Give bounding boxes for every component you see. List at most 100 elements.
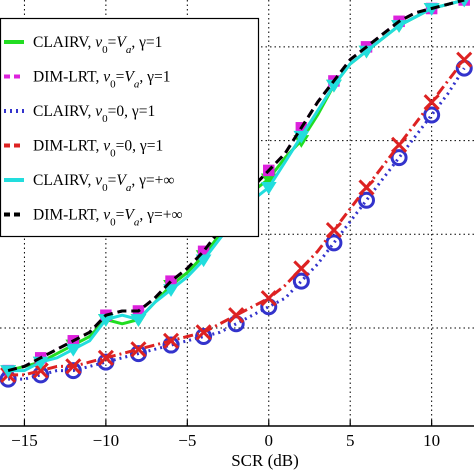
legend-entry-6: DIM-LRT, v0=Va, γ=+∞: [4, 207, 183, 229]
legend-label-part: v: [103, 69, 110, 86]
legend-label-part: 0: [102, 182, 108, 194]
legend-label-part: v: [95, 34, 102, 51]
marker-x: [391, 136, 408, 153]
marker-x-stroke: [97, 349, 114, 366]
marker-triangle: [260, 182, 277, 195]
marker-x-stroke: [391, 136, 408, 153]
x-tick-label: −15: [11, 431, 38, 450]
legend-label-part: =: [108, 34, 117, 51]
marker-x-stroke: [195, 324, 212, 341]
legend-label-part: v: [95, 172, 102, 189]
legend-label-part: v: [103, 207, 110, 224]
marker-x-stroke: [65, 358, 82, 375]
marker-triangle: [195, 254, 212, 268]
marker-circle: [292, 272, 310, 290]
marker-x: [97, 349, 114, 366]
x-axis-label: SCR (dB): [231, 451, 299, 470]
legend-label-part: =: [116, 207, 125, 224]
legend-entry-1: CLAIRV, v0=Va, γ=1: [4, 34, 162, 56]
legend-label-part: 0: [110, 148, 116, 160]
x-tick-label: 5: [346, 431, 355, 450]
legend-box: [0, 17, 260, 238]
marker-x: [162, 332, 180, 349]
marker-x-stroke: [358, 179, 375, 196]
marker-x: [228, 307, 245, 324]
legend-label-part: V: [124, 69, 135, 86]
legend-entry-3: CLAIRV, v0=0, γ=1: [4, 103, 155, 125]
legend-entry-4: DIM-LRT, v0=0, γ=1: [4, 138, 163, 160]
legend-label: DIM-LRT, v0=0, γ=1: [33, 138, 163, 160]
legend-label-part: 0: [102, 113, 108, 125]
marker-x: [456, 51, 473, 68]
marker-x-stroke: [260, 290, 277, 307]
marker-x-stroke: [423, 94, 440, 111]
legend-label-part: V: [116, 172, 127, 189]
legend-label-part: a: [134, 79, 140, 91]
legend-label-part: , γ=1: [139, 69, 170, 86]
legend-label-part: 0: [110, 79, 116, 91]
legend-label-part: =0, γ=1: [108, 103, 156, 120]
ticks: −15 −10 −5 0 5 10: [11, 420, 440, 450]
legend-label-part: , γ=+∞: [139, 207, 182, 224]
marker-x-stroke: [162, 332, 180, 349]
marker-circle: [357, 191, 375, 209]
marker-x: [260, 290, 277, 307]
marker-x-stroke: [293, 260, 310, 277]
marker-x: [195, 324, 212, 341]
legend-label-part: CLAIRV,: [33, 172, 95, 189]
marker-x-stroke: [228, 307, 245, 324]
legend-label-part: , γ=+∞: [131, 172, 174, 189]
marker-circle: [390, 149, 408, 167]
legend-label-part: a: [134, 217, 140, 229]
series-4: [0, 51, 473, 383]
series-6: [7, 0, 465, 373]
legend-label: DIM-LRT, v0=Va, γ=+∞: [33, 207, 183, 229]
marker-x: [130, 341, 147, 358]
legend-label-part: =: [116, 69, 125, 86]
legend-label-part: =0, γ=1: [116, 138, 164, 155]
marker-circle: [97, 353, 115, 371]
marker-x-stroke: [456, 51, 473, 68]
marker-x: [423, 94, 440, 111]
marker-triangle: [130, 314, 147, 327]
marker-circle: [325, 234, 343, 252]
marker-circle: [423, 106, 441, 124]
x-tick-label: 10: [423, 431, 440, 450]
legend-entry-2: DIM-LRT, v0=Va, γ=1: [4, 69, 170, 91]
legend-label: CLAIRV, v0=Va, γ=1: [33, 34, 162, 56]
marker-circle: [162, 336, 180, 354]
x-tick-label: −5: [178, 431, 196, 450]
marker-x: [358, 179, 375, 196]
marker-x: [325, 221, 342, 239]
marker-circle: [195, 328, 213, 346]
x-tick-label: −10: [93, 431, 120, 450]
legend-label-part: CLAIRV,: [33, 34, 95, 51]
legend-label: CLAIRV, v0=Va, γ=+∞: [33, 172, 174, 194]
series-line: [7, 0, 465, 373]
marker-x-stroke: [32, 362, 49, 379]
marker-triangle: [65, 343, 82, 357]
marker-x-stroke: [130, 341, 147, 358]
x-tick-label: 0: [265, 431, 274, 450]
legend-label-part: CLAIRV,: [33, 103, 95, 120]
legend-label-part: =: [108, 172, 117, 189]
legend-label-part: V: [116, 34, 127, 51]
legend-label-part: a: [126, 182, 132, 194]
legend-entry-5: CLAIRV, v0=Va, γ=+∞: [4, 172, 174, 194]
legend-label: CLAIRV, v0=0, γ=1: [33, 103, 155, 125]
marker-x-stroke: [325, 221, 342, 239]
legend-label-part: 0: [102, 44, 108, 56]
marker-triangle: [163, 284, 179, 297]
legend-label-part: 0: [110, 217, 116, 229]
marker-circle: [64, 362, 82, 380]
marker-x: [293, 260, 310, 277]
legend-label-part: DIM-LRT,: [33, 138, 103, 155]
legend-label-part: V: [124, 207, 135, 224]
marker-x: [65, 358, 82, 375]
legend-label-part: v: [95, 103, 102, 120]
legend-label-part: a: [126, 44, 132, 56]
legend-label-part: DIM-LRT,: [33, 69, 103, 86]
marker-circle: [129, 345, 147, 363]
